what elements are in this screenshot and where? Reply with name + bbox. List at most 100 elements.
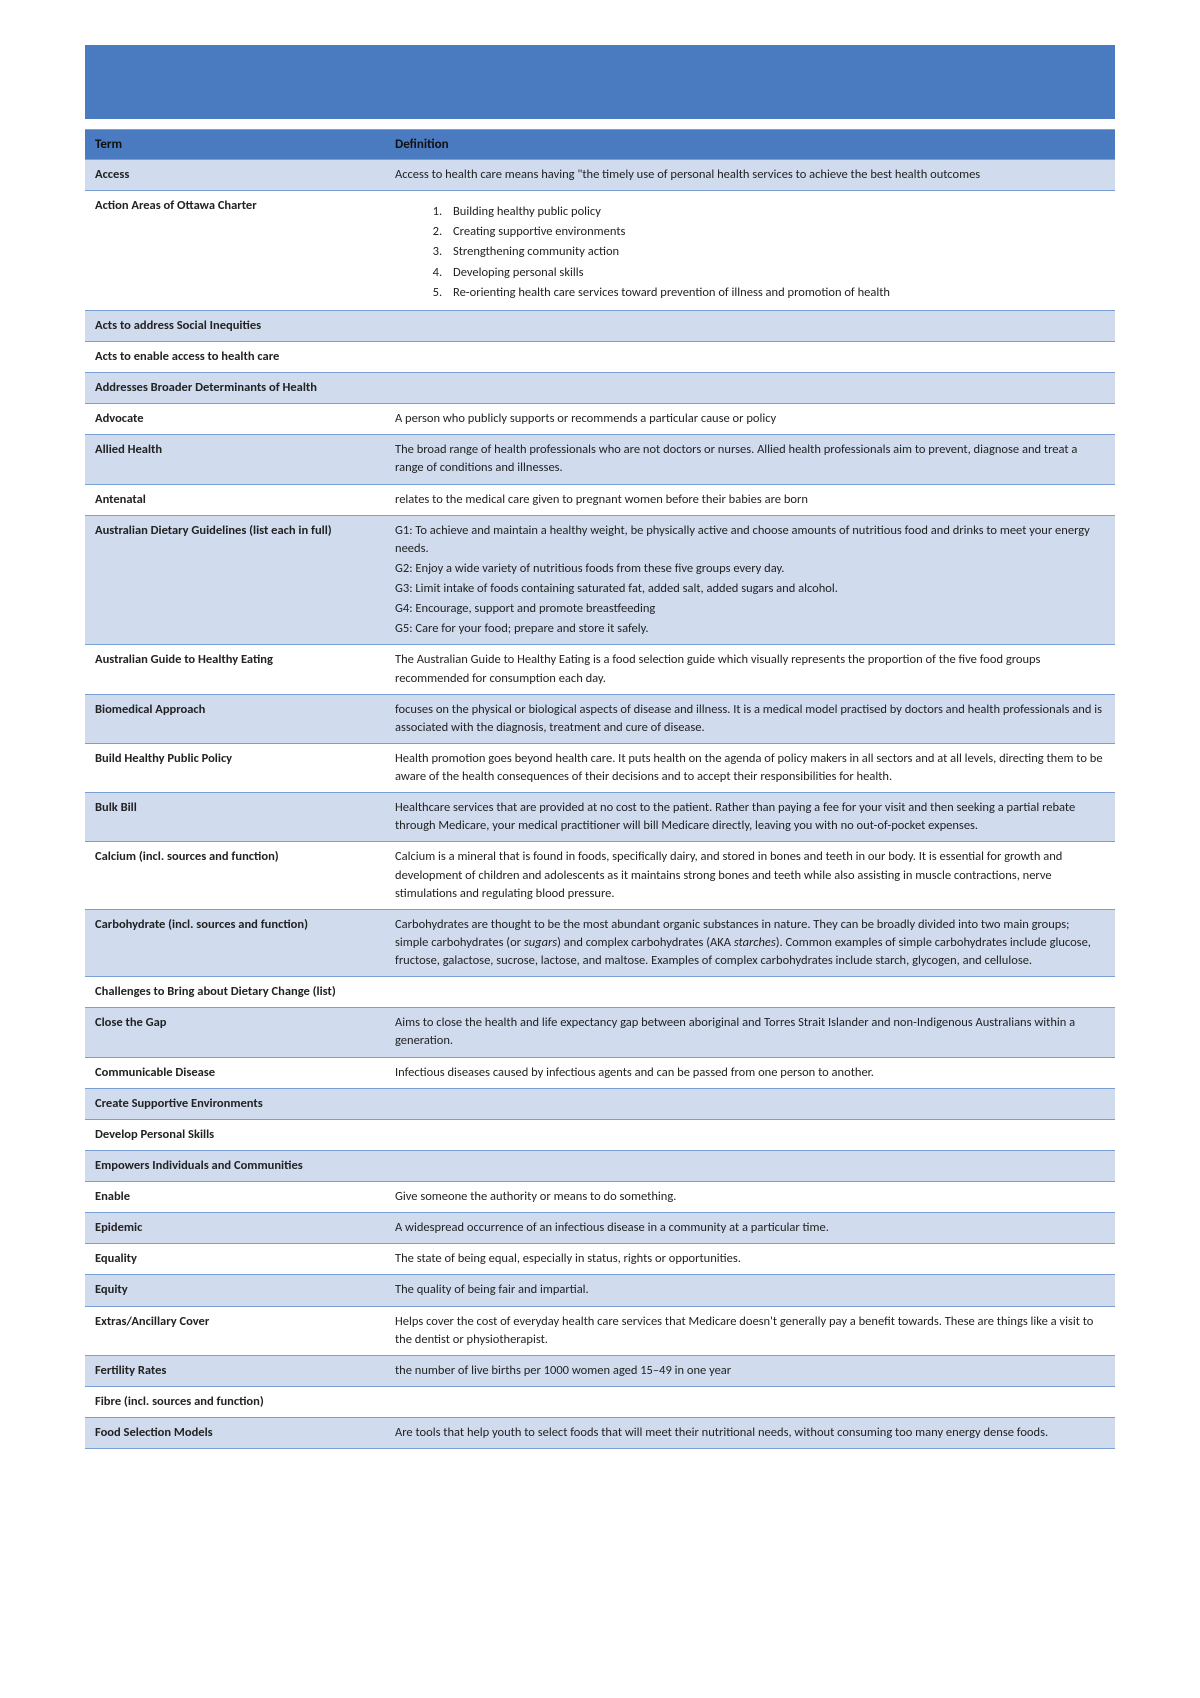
term-cell: Calcium (incl. sources and function) (85, 842, 385, 909)
term-cell: Develop Personal Skills (85, 1119, 385, 1150)
table-row: Biomedical Approachfocuses on the physic… (85, 694, 1115, 743)
header-definition: Definition (385, 130, 1115, 160)
term-cell: Fertility Rates (85, 1355, 385, 1386)
table-row: Build Healthy Public PolicyHealth promot… (85, 743, 1115, 792)
list-item: Creating supportive environments (445, 223, 1105, 241)
definition-line: G1: To achieve and maintain a healthy we… (395, 522, 1105, 558)
term-cell: Australian Dietary Guidelines (list each… (85, 515, 385, 645)
definition-cell: the number of live births per 1000 women… (385, 1355, 1115, 1386)
definition-cell: Healthcare services that are provided at… (385, 793, 1115, 842)
table-row: EquityThe quality of being fair and impa… (85, 1275, 1115, 1306)
definition-line: G3: Limit intake of foods containing sat… (395, 580, 1105, 598)
definition-lines: G1: To achieve and maintain a healthy we… (395, 522, 1105, 639)
list-item: Strengthening community action (445, 243, 1105, 261)
definition-line: G2: Enjoy a wide variety of nutritious f… (395, 560, 1105, 578)
page-banner (85, 45, 1115, 119)
definition-cell: Carbohydrates are thought to be the most… (385, 909, 1115, 976)
table-header-row: Term Definition (85, 130, 1115, 160)
definition-cell: Aims to close the health and life expect… (385, 1008, 1115, 1057)
definition-cell (385, 341, 1115, 372)
term-cell: Enable (85, 1182, 385, 1213)
term-cell: Build Healthy Public Policy (85, 743, 385, 792)
term-cell: Antenatal (85, 484, 385, 515)
table-row: Carbohydrate (incl. sources and function… (85, 909, 1115, 976)
table-row: Fibre (incl. sources and function) (85, 1386, 1115, 1417)
term-cell: Addresses Broader Determinants of Health (85, 373, 385, 404)
table-row: Develop Personal Skills (85, 1119, 1115, 1150)
definition-cell (385, 373, 1115, 404)
definition-cell (385, 1088, 1115, 1119)
definition-cell: relates to the medical care given to pre… (385, 484, 1115, 515)
definition-cell (385, 1150, 1115, 1181)
definition-cell (385, 977, 1115, 1008)
definition-line: G5: Care for your food; prepare and stor… (395, 620, 1105, 638)
table-row: Communicable DiseaseInfectious diseases … (85, 1057, 1115, 1088)
table-row: Challenges to Bring about Dietary Change… (85, 977, 1115, 1008)
term-cell: Advocate (85, 404, 385, 435)
definition-cell: The Australian Guide to Healthy Eating i… (385, 645, 1115, 694)
term-cell: Acts to address Social Inequities (85, 310, 385, 341)
page: Term Definition AccessAccess to health c… (0, 0, 1200, 1509)
table-row: EqualityThe state of being equal, especi… (85, 1244, 1115, 1275)
term-cell: Access (85, 160, 385, 191)
glossary-table: Term Definition AccessAccess to health c… (85, 129, 1115, 1449)
definition-cell: Helps cover the cost of everyday health … (385, 1306, 1115, 1355)
definition-line: G4: Encourage, support and promote breas… (395, 600, 1105, 618)
definition-cell: focuses on the physical or biological as… (385, 694, 1115, 743)
table-row: Fertility Ratesthe number of live births… (85, 1355, 1115, 1386)
table-row: Close the GapAims to close the health an… (85, 1008, 1115, 1057)
definition-list: Building healthy public policyCreating s… (395, 203, 1105, 302)
definition-cell: Health promotion goes beyond health care… (385, 743, 1115, 792)
definition-cell: The quality of being fair and impartial. (385, 1275, 1115, 1306)
term-cell: Allied Health (85, 435, 385, 484)
table-row: Action Areas of Ottawa CharterBuilding h… (85, 191, 1115, 311)
table-row: Create Supportive Environments (85, 1088, 1115, 1119)
definition-cell: The broad range of health professionals … (385, 435, 1115, 484)
table-row: Antenatalrelates to the medical care giv… (85, 484, 1115, 515)
term-cell: Action Areas of Ottawa Charter (85, 191, 385, 311)
term-cell: Food Selection Models (85, 1418, 385, 1449)
term-cell: Challenges to Bring about Dietary Change… (85, 977, 385, 1008)
definition-cell: Building healthy public policyCreating s… (385, 191, 1115, 311)
definition-cell: A widespread occurrence of an infectious… (385, 1213, 1115, 1244)
definition-cell: A person who publicly supports or recomm… (385, 404, 1115, 435)
term-cell: Empowers Individuals and Communities (85, 1150, 385, 1181)
definition-cell: G1: To achieve and maintain a healthy we… (385, 515, 1115, 645)
definition-cell: Access to health care means having "the … (385, 160, 1115, 191)
definition-cell: Calcium is a mineral that is found in fo… (385, 842, 1115, 909)
list-item: Developing personal skills (445, 264, 1105, 282)
table-body: AccessAccess to health care means having… (85, 160, 1115, 1449)
term-cell: Carbohydrate (incl. sources and function… (85, 909, 385, 976)
table-row: Acts to enable access to health care (85, 341, 1115, 372)
table-row: EnableGive someone the authority or mean… (85, 1182, 1115, 1213)
table-row: Calcium (incl. sources and function)Calc… (85, 842, 1115, 909)
table-row: Extras/Ancillary CoverHelps cover the co… (85, 1306, 1115, 1355)
table-row: AccessAccess to health care means having… (85, 160, 1115, 191)
term-cell: Extras/Ancillary Cover (85, 1306, 385, 1355)
definition-cell (385, 1119, 1115, 1150)
table-row: Allied HealthThe broad range of health p… (85, 435, 1115, 484)
list-item: Re-orienting health care services toward… (445, 284, 1105, 302)
definition-cell: Infectious diseases caused by infectious… (385, 1057, 1115, 1088)
term-cell: Equality (85, 1244, 385, 1275)
term-cell: Acts to enable access to health care (85, 341, 385, 372)
table-row: Addresses Broader Determinants of Health (85, 373, 1115, 404)
table-row: Australian Guide to Healthy EatingThe Au… (85, 645, 1115, 694)
term-cell: Equity (85, 1275, 385, 1306)
table-row: Food Selection ModelsAre tools that help… (85, 1418, 1115, 1449)
header-term: Term (85, 130, 385, 160)
term-cell: Create Supportive Environments (85, 1088, 385, 1119)
term-cell: Epidemic (85, 1213, 385, 1244)
table-row: Australian Dietary Guidelines (list each… (85, 515, 1115, 645)
table-row: Empowers Individuals and Communities (85, 1150, 1115, 1181)
definition-cell (385, 310, 1115, 341)
definition-cell: The state of being equal, especially in … (385, 1244, 1115, 1275)
definition-cell (385, 1386, 1115, 1417)
term-cell: Communicable Disease (85, 1057, 385, 1088)
table-row: EpidemicA widespread occurrence of an in… (85, 1213, 1115, 1244)
term-cell: Bulk Bill (85, 793, 385, 842)
term-cell: Close the Gap (85, 1008, 385, 1057)
definition-cell: Give someone the authority or means to d… (385, 1182, 1115, 1213)
term-cell: Fibre (incl. sources and function) (85, 1386, 385, 1417)
term-cell: Australian Guide to Healthy Eating (85, 645, 385, 694)
